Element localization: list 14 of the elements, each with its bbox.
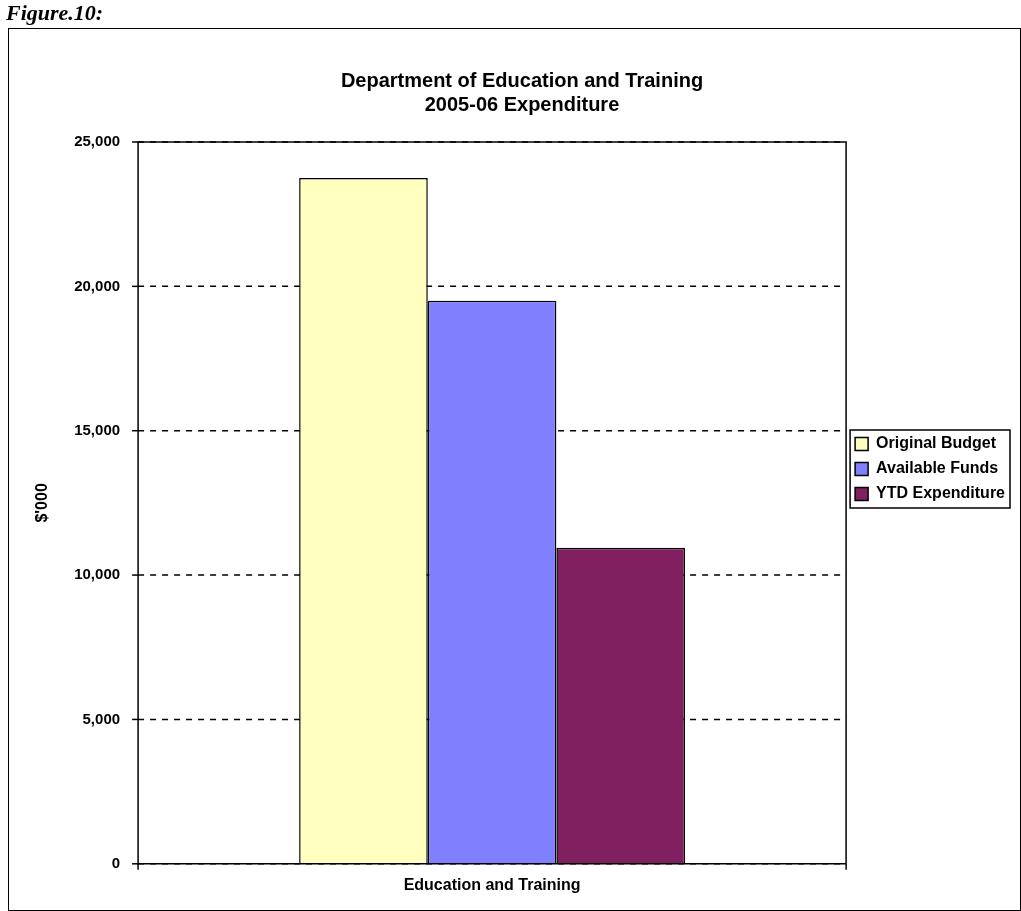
text: Department of Education and Training xyxy=(340,68,704,91)
y-tick-label: 10,000 xyxy=(74,565,121,583)
y-tick-label: 25,000 xyxy=(74,132,121,150)
y-tick-label: 20,000 xyxy=(74,276,121,294)
text: 2005-06 Expenditure xyxy=(424,92,620,115)
y-tick-label: 5,000 xyxy=(82,709,121,727)
legend-label: Original Budget xyxy=(876,434,997,452)
x-axis-title: Education and Training xyxy=(403,875,581,893)
legend-label: Available Funds xyxy=(876,459,999,477)
legend-label: YTD Expenditure xyxy=(876,484,1006,502)
y-tick-label: 0 xyxy=(111,853,121,871)
text: Figure.10: xyxy=(6,0,104,26)
y-tick-label: 15,000 xyxy=(74,420,121,438)
y-axis-title: $'000 xyxy=(33,483,51,523)
